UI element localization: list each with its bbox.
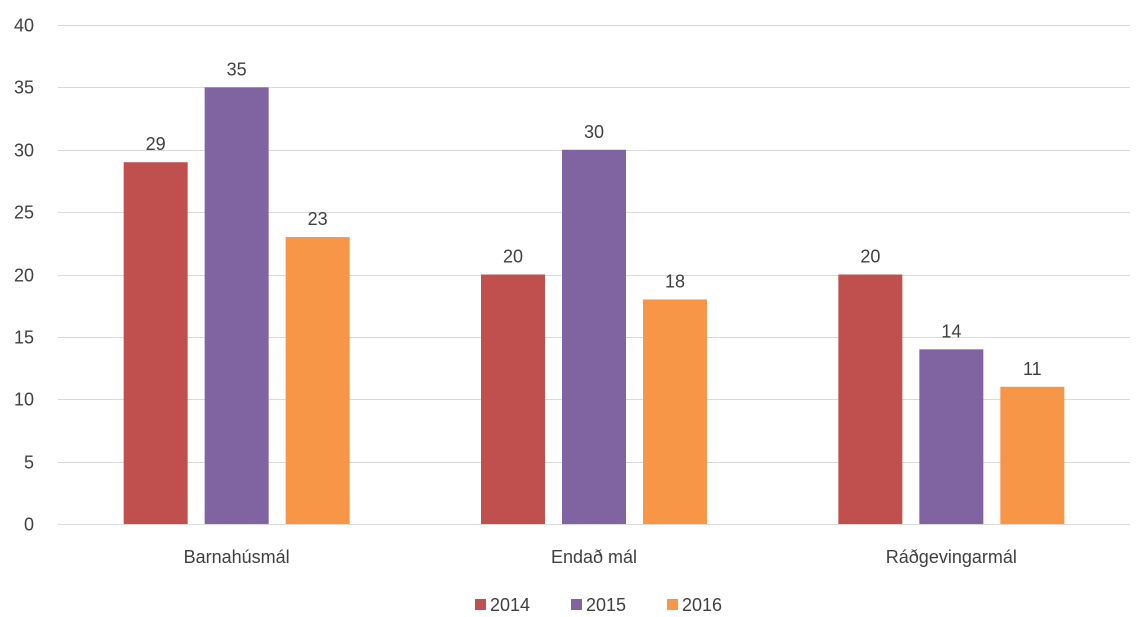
x-axis-categories: Barnahúsmál Endað mál Ráðgevingarmál — [184, 547, 1017, 567]
legend-swatch-2014 — [475, 599, 486, 610]
bar-2015-0 — [204, 87, 269, 524]
x-category-label: Barnahúsmál — [184, 547, 290, 567]
y-tick-label: 20 — [14, 266, 34, 286]
y-axis-ticks: 0 5 10 15 20 25 30 35 40 — [14, 16, 34, 535]
y-tick-label: 40 — [14, 16, 34, 36]
y-tick-label: 15 — [14, 328, 34, 348]
legend-swatch-2016 — [667, 599, 678, 610]
legend-label: 2015 — [586, 595, 626, 615]
data-label: 29 — [146, 134, 166, 154]
y-tick-label: 35 — [14, 78, 34, 98]
y-tick-label: 5 — [24, 453, 34, 473]
legend-swatch-2015 — [571, 599, 582, 610]
x-category-label: Endað mál — [551, 547, 637, 567]
data-label: 20 — [860, 247, 880, 267]
bar-2015-2 — [919, 349, 984, 524]
y-tick-label: 10 — [14, 390, 34, 410]
data-label: 14 — [941, 321, 961, 341]
bar-2014-2 — [838, 274, 903, 524]
bar-2015-1 — [562, 149, 626, 524]
y-tick-label: 0 — [24, 515, 34, 535]
y-tick-label: 30 — [14, 141, 34, 161]
bar-2016-2 — [1000, 386, 1065, 524]
legend-label: 2014 — [490, 595, 530, 615]
bars — [123, 87, 1065, 524]
bar-2016-0 — [285, 237, 350, 524]
data-label: 35 — [227, 59, 247, 79]
data-label: 30 — [584, 122, 604, 142]
legend: 2014 2015 2016 — [475, 595, 722, 615]
y-tick-label: 25 — [14, 203, 34, 223]
data-label: 18 — [665, 271, 685, 291]
x-category-label: Ráðgevingarmál — [886, 547, 1017, 567]
data-label: 11 — [1023, 359, 1042, 379]
bar-2014-1 — [481, 274, 545, 524]
legend-label: 2016 — [682, 595, 722, 615]
data-labels: 29 35 23 20 30 18 20 14 11 — [146, 59, 1042, 378]
bar-2014-0 — [123, 162, 188, 524]
bar-2016-1 — [643, 299, 707, 524]
data-label: 23 — [308, 209, 328, 229]
data-label: 20 — [503, 247, 523, 267]
